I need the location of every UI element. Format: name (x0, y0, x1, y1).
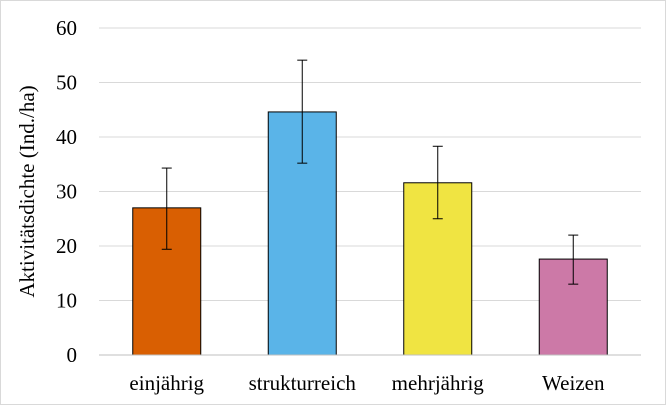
x-axis-categories: einjährig strukturreich mehrjährig Weizen (129, 371, 605, 395)
y-tick-label: 50 (56, 71, 77, 95)
y-tick-label: 0 (67, 343, 78, 367)
error-bars (161, 59, 579, 285)
y-axis-ticks: 0 10 20 30 40 50 60 (56, 16, 77, 367)
x-category-label: mehrjährig (392, 371, 485, 395)
x-category-label: strukturreich (249, 371, 357, 395)
y-tick-label: 40 (56, 125, 77, 149)
y-tick-label: 10 (56, 289, 77, 313)
y-tick-label: 20 (56, 234, 77, 258)
y-tick-label: 60 (56, 16, 77, 40)
y-tick-label: 30 (56, 180, 77, 204)
bars (132, 111, 608, 356)
x-category-label: Weizen (542, 371, 605, 395)
y-axis-title: Aktivitätsdichte (Ind./ha) (15, 85, 39, 297)
x-category-label: einjährig (129, 371, 204, 395)
